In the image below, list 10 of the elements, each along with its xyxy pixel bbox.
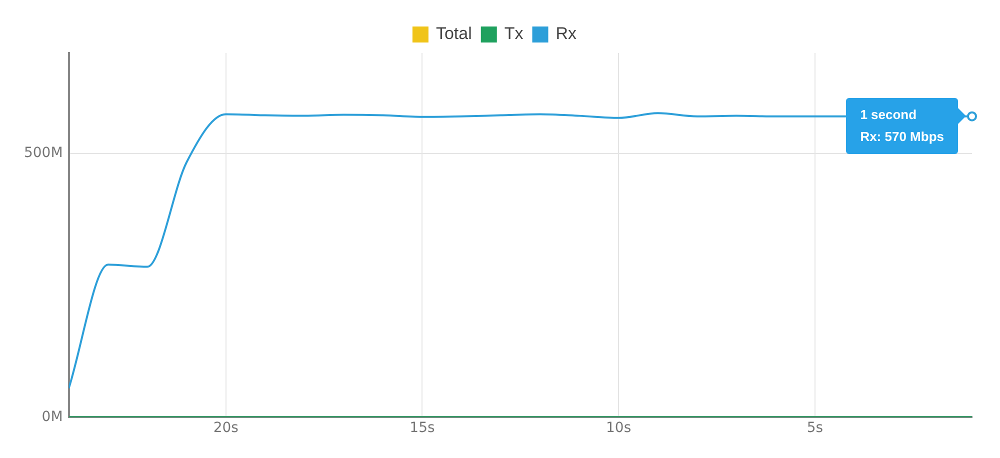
x-tick-label: 5s <box>806 420 824 436</box>
x-tick-label: 15s <box>410 420 435 436</box>
legend-label: Rx <box>556 24 578 44</box>
x-tick-label: 10s <box>606 420 632 436</box>
y-tick-label: 0M <box>42 408 63 425</box>
legend-label: Tx <box>504 24 524 44</box>
annotation: 1 second Rx: 570 Mbps <box>846 98 958 154</box>
x-tick-label: 20s <box>213 420 238 436</box>
legend-label: Total <box>436 24 472 44</box>
y-tick-label: 500M <box>24 144 63 161</box>
